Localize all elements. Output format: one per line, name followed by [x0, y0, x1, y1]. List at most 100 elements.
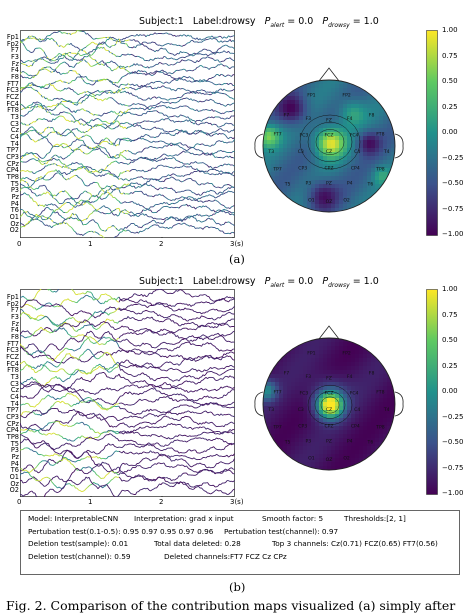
- eeg-trace-segment: [147, 107, 150, 110]
- eeg-trace-segment: [192, 91, 195, 94]
- eeg-trace-segment: [88, 220, 91, 223]
- eeg-trace-segment: [21, 213, 24, 216]
- eeg-trace-segment: [226, 94, 229, 97]
- eeg-trace-segment: [226, 221, 229, 223]
- eeg-trace-segment: [75, 62, 78, 66]
- eeg-trace-segment: [61, 157, 64, 160]
- eeg-trace-segment: [109, 45, 112, 48]
- eeg-trace-segment: [151, 146, 154, 148]
- eeg-trace-segment: [124, 66, 127, 69]
- topomap-cell: [323, 132, 328, 137]
- eeg-trace-segment: [121, 112, 124, 116]
- eeg-trace-segment: [52, 211, 55, 214]
- channel-label-cz: Cz: [10, 126, 19, 135]
- topomap-cell: [339, 112, 344, 117]
- eeg-trace-segment: [70, 43, 73, 46]
- eeg-trace-segment: [178, 105, 181, 108]
- eeg-trace-segment: [177, 200, 180, 203]
- eeg-trace-segment: [51, 176, 54, 179]
- eeg-trace-segment: [69, 112, 72, 115]
- eeg-trace-segment: [223, 36, 226, 39]
- eeg-trace-segment: [64, 44, 67, 47]
- topomap-cell: [263, 132, 268, 137]
- eeg-trace-segment: [127, 87, 130, 89]
- topomap-cell: [295, 200, 300, 205]
- eeg-trace-segment: [28, 64, 31, 68]
- eeg-trace-segment: [222, 185, 225, 188]
- eeg-trace-segment: [129, 111, 132, 115]
- topomap-cell: [303, 100, 308, 105]
- eeg-trace-segment: [132, 113, 135, 115]
- topomap-cell: [283, 188, 288, 193]
- eeg-trace-segment: [120, 83, 123, 86]
- eeg-trace-segment: [40, 157, 43, 159]
- eeg-trace-segment: [75, 138, 78, 142]
- eeg-trace-segment: [70, 168, 73, 171]
- eeg-trace-segment: [213, 143, 216, 146]
- eeg-trace-segment: [112, 225, 115, 227]
- eeg-trace-segment: [84, 55, 87, 58]
- eeg-trace-segment: [81, 54, 84, 57]
- eeg-trace-segment: [124, 170, 127, 173]
- topomap-cell: [279, 128, 284, 133]
- topomap-cell: [347, 172, 352, 177]
- eeg-trace-segment: [171, 89, 174, 91]
- eeg-trace-segment: [183, 93, 186, 96]
- eeg-trace-segment: [199, 100, 202, 103]
- topomap-cell: [327, 96, 332, 101]
- eeg-trace-segment: [171, 166, 174, 169]
- eeg-trace-segment: [181, 175, 184, 177]
- eeg-trace-segment: [93, 195, 96, 198]
- eeg-trace-segment: [231, 137, 234, 140]
- eeg-trace-segment: [78, 49, 81, 52]
- eeg-trace-segment: [79, 163, 82, 165]
- eeg-trace-segment: [198, 227, 201, 229]
- eeg-trace-segment: [123, 112, 126, 115]
- eeg-trace-segment: [43, 184, 46, 187]
- eeg-trace-segment: [159, 193, 162, 196]
- eeg-trace-segment: [225, 93, 228, 96]
- eeg-trace-segment: [187, 59, 190, 61]
- topomap-cell: [275, 168, 280, 173]
- eeg-trace-segment: [216, 124, 219, 128]
- eeg-trace-segment: [31, 121, 34, 124]
- eeg-trace-segment: [25, 133, 28, 135]
- eeg-trace-segment: [63, 134, 66, 137]
- topomap-cell: [291, 192, 296, 197]
- eeg-trace-segment: [124, 150, 127, 152]
- topomap-cell: [323, 88, 328, 93]
- eeg-trace-segment: [192, 108, 195, 111]
- topomap-cell: [287, 92, 292, 97]
- eeg-trace-segment: [100, 114, 103, 117]
- eeg-trace-segment: [21, 75, 24, 79]
- eeg-trace-segment: [78, 146, 81, 148]
- topomap-cell: [319, 168, 324, 173]
- topomap-cell: [287, 124, 292, 129]
- eeg-trace-segment: [61, 111, 64, 114]
- topomap-cell: [343, 200, 348, 205]
- eeg-trace-segment: [48, 108, 51, 111]
- topomap-cell: [335, 116, 340, 121]
- eeg-trace-segment: [28, 194, 31, 199]
- eeg-trace-segment: [21, 179, 24, 181]
- eeg-trace-segment: [21, 104, 24, 107]
- topomap-cell: [339, 80, 344, 85]
- topomap-cell: [311, 88, 316, 93]
- topomap-cell: [267, 136, 272, 141]
- eeg-trace-segment: [199, 38, 202, 41]
- eeg-trace-segment: [45, 35, 48, 39]
- eeg-trace-segment: [58, 45, 61, 47]
- eeg-trace-segment: [208, 169, 211, 171]
- eeg-trace-segment: [133, 139, 136, 142]
- eeg-trace-segment: [147, 97, 150, 100]
- eeg-trace-segment: [133, 55, 136, 58]
- eeg-trace-segment: [78, 52, 81, 56]
- eeg-trace-segment: [51, 156, 54, 159]
- eeg-trace-segment: [216, 200, 219, 202]
- eeg-trace-segment: [39, 132, 42, 134]
- eeg-trace-segment: [226, 209, 229, 212]
- eeg-trace-segment: [141, 121, 144, 123]
- eeg-trace-segment: [138, 56, 141, 58]
- eeg-trace-segment: [193, 144, 196, 148]
- eeg-trace-segment: [157, 209, 160, 212]
